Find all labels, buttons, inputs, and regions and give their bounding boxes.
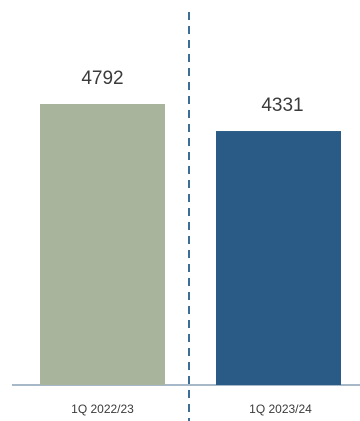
category-label-1q-2023-24: 1Q 2023/24: [249, 402, 312, 416]
bar-1q-2023-24: [216, 131, 341, 385]
category-label-1q-2022-23: 1Q 2022/23: [71, 402, 134, 416]
data-label-1q-2022-23: 4792: [81, 68, 123, 89]
data-label-1q-2023-24: 4331: [261, 95, 303, 116]
bar-1q-2022-23: [40, 104, 165, 385]
